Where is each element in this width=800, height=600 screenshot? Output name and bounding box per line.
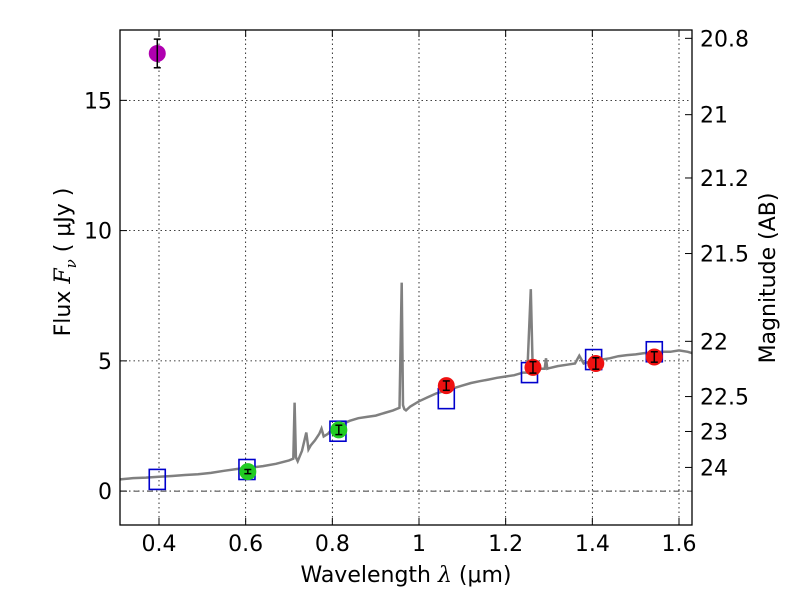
y-axis-ticks: 0 5 10 15: [84, 89, 127, 505]
right-axis-label: Magnitude (AB): [756, 193, 781, 364]
plot-frame: [119, 29, 693, 526]
x-tick-label: 1: [412, 532, 426, 557]
right-tick-label: 22: [700, 330, 728, 355]
right-axis-ticks: 20.8 21 21.2 21.5 22 22.5 23 24: [685, 27, 749, 481]
right-tick-label: 22.5: [700, 386, 749, 411]
x-tick-label: 1.4: [575, 532, 610, 557]
observed-photometry: [148, 38, 663, 481]
x-axis-label: Wavelength λ (μm): [300, 563, 511, 588]
x-tick-label: 0.8: [315, 532, 350, 557]
spectrum-line: [119, 282, 693, 481]
x-tick-label: 1.6: [662, 532, 697, 557]
x-tick-label: 0.6: [228, 532, 263, 557]
right-tick-label: 21: [700, 104, 728, 129]
model-photometry-boxes: [148, 340, 664, 491]
y-tick-label: 0: [98, 480, 112, 505]
y-axis-label: Flux Fν ( μJy ): [51, 188, 80, 337]
x-tick-label: 0.4: [142, 532, 177, 557]
x-tick-label: 1.2: [488, 532, 523, 557]
right-tick-label: 20.8: [700, 27, 749, 52]
right-tick-label: 21.2: [700, 167, 749, 192]
grid: [120, 30, 692, 525]
right-tick-label: 23: [700, 420, 728, 445]
y-tick-label: 5: [98, 350, 112, 375]
model-box: [148, 468, 167, 491]
y-tick-label: 15: [84, 89, 112, 114]
right-tick-label: 24: [700, 456, 728, 481]
y-tick-label: 10: [84, 220, 112, 245]
x-axis-ticks: 0.4 0.6 0.8 1 1.2 1.4 1.6: [142, 30, 697, 557]
right-tick-label: 21.5: [700, 243, 749, 268]
